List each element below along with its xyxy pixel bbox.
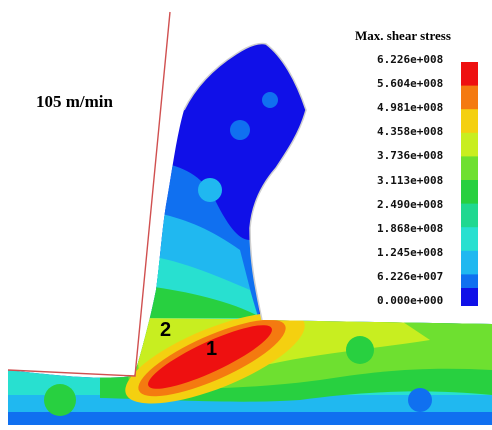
colorbar-tick-label: 2.490e+008 (377, 197, 444, 211)
colorbar-tick-label: 5.604e+008 (377, 77, 444, 91)
colorbar-tick-label: 3.113e+008 (377, 173, 444, 187)
colorbar-swatch (461, 132, 478, 157)
colorbar-tick-label: 1.245e+008 (377, 245, 444, 259)
colorbar-swatch (461, 250, 478, 275)
colorbar-tick-label: 0.000e+000 (377, 294, 444, 307)
colorbar-tick-label: 6.226e+007 (377, 269, 444, 283)
zone-label-1: 1 (206, 338, 218, 360)
colorbar-swatch (461, 180, 478, 205)
colorbar-tick-label: 3.736e+008 (377, 149, 444, 163)
colorbar-tick-label: 1.868e+008 (377, 221, 444, 235)
colorbar-tick-label: 4.358e+008 (377, 125, 444, 139)
colorbar-swatch (461, 62, 478, 87)
colorbar (461, 62, 478, 306)
cutting-speed-label: 105 m/min (36, 92, 113, 111)
colorbar-title: Max. shear stress (355, 28, 451, 43)
colorbar-swatch (461, 109, 478, 134)
colorbar-tick-label: 4.981e+008 (377, 101, 444, 115)
colorbar-swatch (461, 203, 478, 228)
colorbar-swatch (461, 85, 478, 110)
colorbar-swatch (461, 288, 478, 306)
colorbar-swatch (461, 156, 478, 181)
tool-edge (7, 11, 171, 377)
colorbar-swatch (461, 227, 478, 252)
colorbar-tick-label: 6.226e+008 (377, 53, 444, 66)
zone-label-2: 2 (160, 319, 172, 341)
